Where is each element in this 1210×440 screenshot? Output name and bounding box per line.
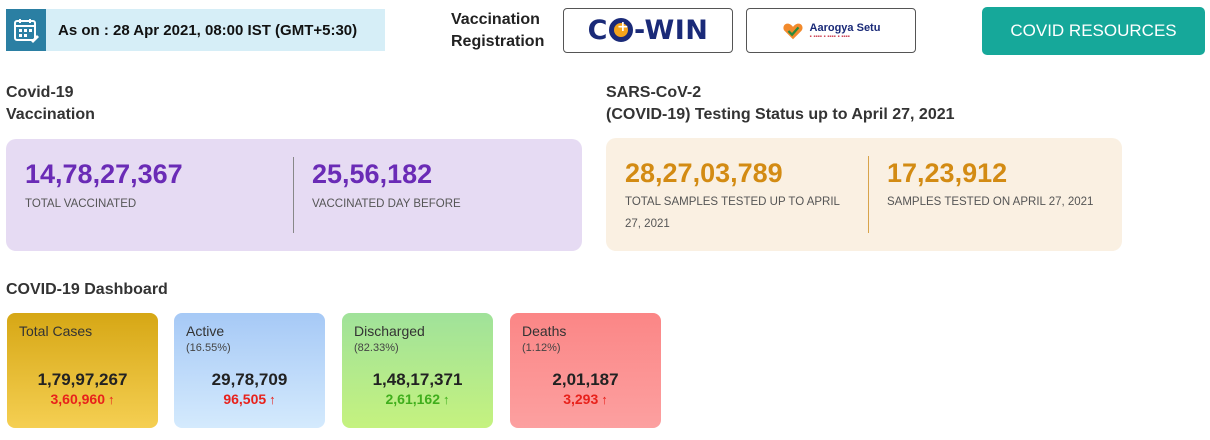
discharged-delta: 2,61,162 ↑ <box>342 391 493 407</box>
cowin-logo: C-WIN <box>588 15 709 46</box>
total-cases-delta: 3,60,960 ↑ <box>7 391 158 407</box>
discharged-card[interactable]: Discharged (82.33%) 1,48,17,371 2,61,162… <box>342 313 493 428</box>
total-cases-title: Total Cases <box>19 323 93 339</box>
active-percent: (16.55%) <box>186 342 231 354</box>
total-vaccinated-value: 14,78,27,367 <box>25 159 183 189</box>
testing-title-line-2: (COVID-19) Testing Status up to April 27… <box>606 106 955 123</box>
deaths-percent: (1.12%) <box>522 342 561 354</box>
arrow-up-icon: ↑ <box>601 392 608 407</box>
cowin-o-icon <box>608 18 633 42</box>
active-title: Active <box>186 323 225 339</box>
testing-title-line-1: SARS-CoV-2 <box>606 84 702 101</box>
discharged-value: 1,48,17,371 <box>372 370 463 389</box>
vaccinated-day-before-value: 25,56,182 <box>312 159 433 189</box>
aarogya-setu-logo-text: Aarogya Setu <box>809 21 881 34</box>
cowin-link[interactable]: C-WIN <box>563 8 733 53</box>
calendar-icon <box>6 9 46 51</box>
active-cases-card[interactable]: Active (16.55%) 29,78,709 96,505 ↑ <box>174 313 325 428</box>
samples-day-value: 17,23,912 <box>887 158 1008 188</box>
vaccination-registration-label: Vaccination Registration <box>451 9 544 53</box>
discharged-title: Discharged <box>354 323 425 339</box>
active-value: 29,78,709 <box>211 370 288 389</box>
total-samples-label: TOTAL SAMPLES TESTED UP TO APRIL 27, 202… <box>625 191 840 235</box>
active-delta-value: 96,505 <box>223 391 267 407</box>
heart-check-icon <box>782 23 803 39</box>
as-on-date-bar: As on : 28 Apr 2021, 08:00 IST (GMT+5:30… <box>6 9 385 51</box>
as-on-date-text: As on : 28 Apr 2021, 08:00 IST (GMT+5:30… <box>58 21 358 39</box>
deaths-delta: 3,293 ↑ <box>510 391 661 407</box>
total-samples-label-line-1: TOTAL SAMPLES TESTED UP TO APRIL <box>625 196 840 208</box>
deaths-card[interactable]: Deaths (1.12%) 2,01,187 3,293 ↑ <box>510 313 661 428</box>
total-cases-delta-value: 3,60,960 <box>50 391 106 407</box>
arrow-up-icon: ↑ <box>108 392 115 407</box>
vaccination-title-line-1: Covid-19 <box>6 84 74 101</box>
vaccination-divider <box>293 157 294 233</box>
testing-card: 28,27,03,789 TOTAL SAMPLES TESTED UP TO … <box>606 138 1122 251</box>
total-cases-card[interactable]: Total Cases 1,79,97,267 3,60,960 ↑ <box>7 313 158 428</box>
testing-section-title: SARS-CoV-2 (COVID-19) Testing Status up … <box>606 82 955 126</box>
active-delta: 96,505 ↑ <box>174 391 325 407</box>
covid-resources-button[interactable]: COVID RESOURCES <box>982 7 1205 55</box>
vaccination-registration-line-2: Registration <box>451 33 545 50</box>
total-samples-label-line-2: 27, 2021 <box>625 218 670 230</box>
vaccinated-day-before-label: VACCINATED DAY BEFORE <box>312 198 461 210</box>
vaccination-title-line-2: Vaccination <box>6 106 95 123</box>
aarogya-setu-link[interactable]: Aarogya Setu ▪ ▪▪▪▪ ▪ ▪▪▪▪ ▪ ▪▪▪▪ <box>746 8 916 53</box>
deaths-delta-value: 3,293 <box>563 391 599 407</box>
deaths-title: Deaths <box>522 323 567 339</box>
samples-day-label: SAMPLES TESTED ON APRIL 27, 2021 <box>887 196 1094 208</box>
aarogya-tagline: ▪ ▪▪▪▪ ▪ ▪▪▪▪ ▪ ▪▪▪▪ <box>809 33 850 40</box>
dashboard-title: COVID-19 Dashboard <box>6 281 168 298</box>
deaths-value: 2,01,187 <box>552 370 619 389</box>
arrow-up-icon: ↑ <box>269 392 276 407</box>
vaccination-registration-line-1: Vaccination <box>451 11 540 28</box>
arrow-up-icon: ↑ <box>443 392 450 407</box>
total-vaccinated-label: TOTAL VACCINATED <box>25 198 137 210</box>
total-samples-value: 28,27,03,789 <box>625 158 783 188</box>
testing-divider <box>868 156 869 233</box>
discharged-percent: (82.33%) <box>354 342 399 354</box>
discharged-delta-value: 2,61,162 <box>385 391 441 407</box>
total-cases-value: 1,79,97,267 <box>37 370 128 389</box>
vaccination-section-title: Covid-19 Vaccination <box>6 82 95 126</box>
vaccination-card: 14,78,27,367 TOTAL VACCINATED 25,56,182 … <box>6 139 582 251</box>
